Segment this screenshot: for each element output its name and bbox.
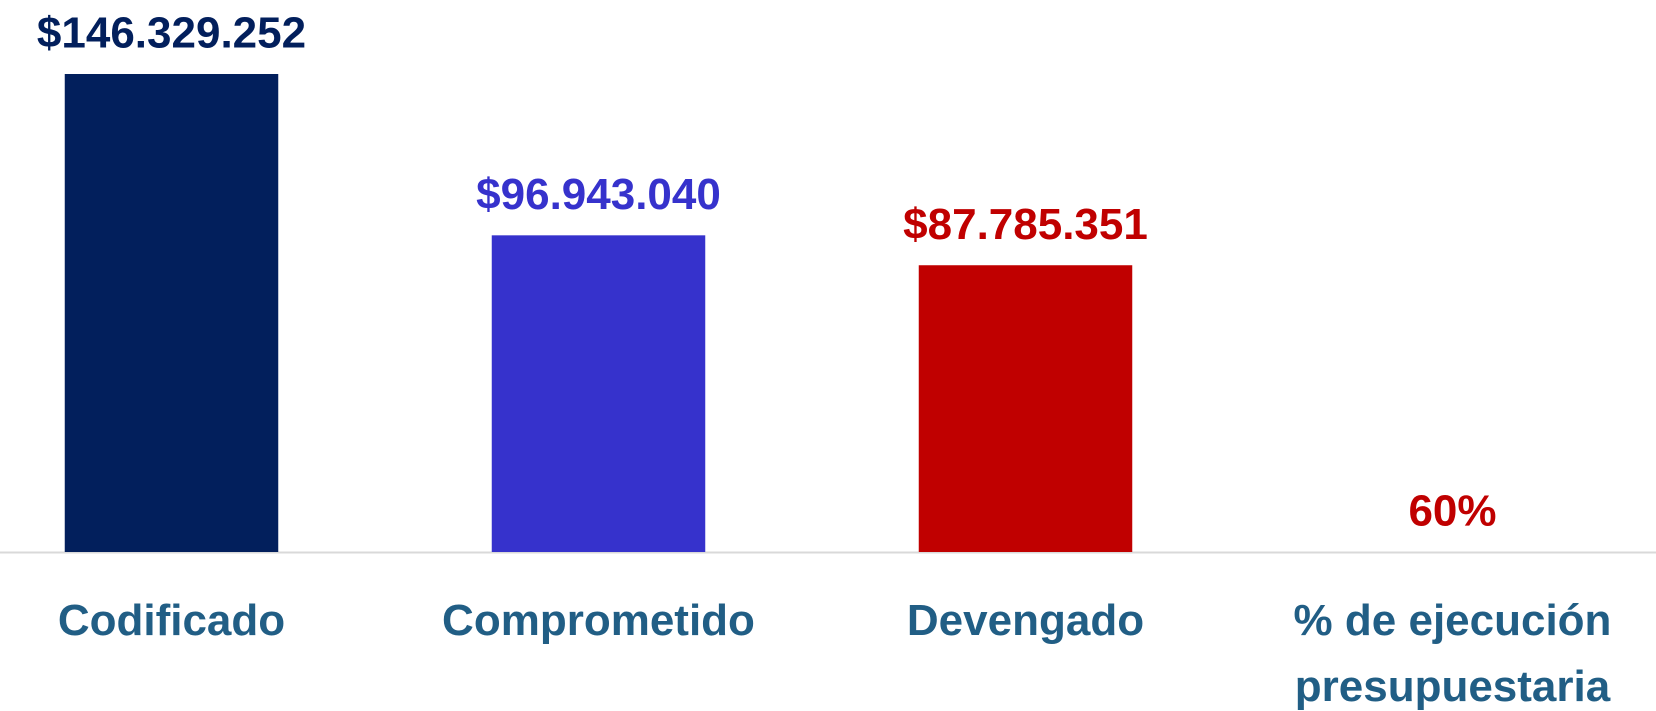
x-tick-label: Comprometido <box>442 596 755 645</box>
x-tick-label: Devengado <box>906 596 1145 645</box>
bar <box>64 74 279 552</box>
x-tick-label: Codificado <box>57 596 286 645</box>
value-label: 60% <box>1408 487 1496 536</box>
value-label: $87.785.351 <box>903 200 1148 249</box>
bar <box>491 235 706 552</box>
bar <box>918 265 1133 552</box>
value-label: $146.329.252 <box>37 9 306 58</box>
x-tick-label: % de ejecución presupuestaria <box>1293 596 1612 711</box>
value-label: $96.943.040 <box>476 170 721 219</box>
